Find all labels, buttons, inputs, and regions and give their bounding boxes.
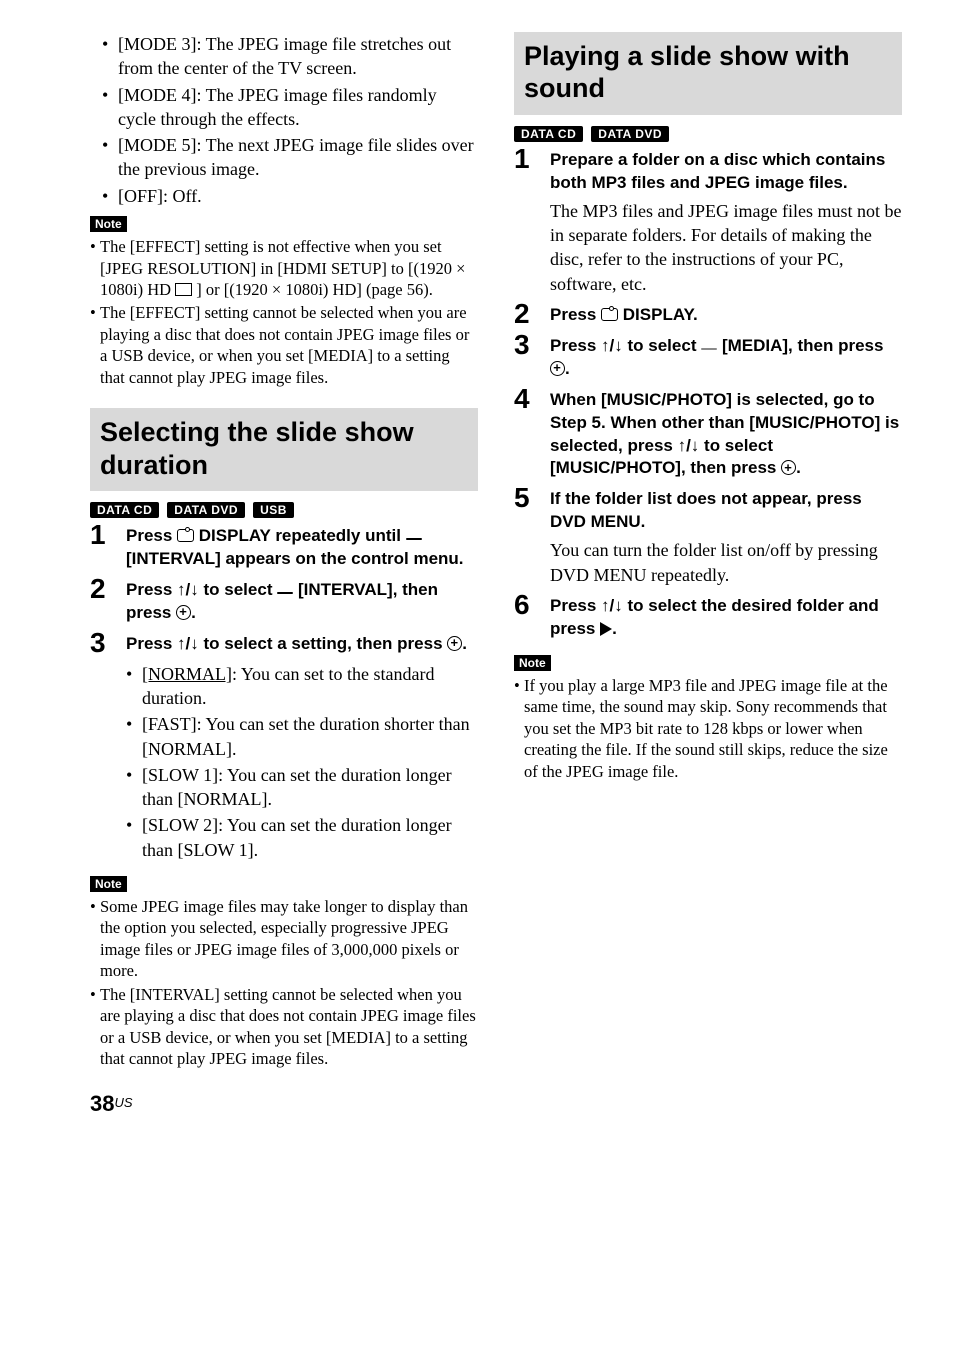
t: to select (199, 580, 277, 599)
box-icon (175, 283, 192, 296)
note-item: The [EFFECT] setting is not effective wh… (90, 236, 478, 300)
right-column: Playing a slide show with sound DATA CD … (514, 32, 902, 1071)
enter-icon (781, 460, 796, 475)
arrows-icon: ↑/↓ (601, 336, 623, 355)
note-item: Some JPEG image files may take longer to… (90, 896, 478, 982)
interval-pill-icon (406, 538, 422, 540)
badge-usb: USB (253, 502, 294, 518)
t: [MEDIA], then press (722, 336, 884, 355)
bullet-normal: [NORMAL]: You can set to the standard du… (142, 662, 478, 711)
badge-data-dvd: DATA DVD (167, 502, 245, 518)
t: . (462, 634, 467, 653)
enter-icon (550, 361, 565, 376)
t: . (796, 458, 801, 477)
step-3-head: Press ↑/↓ to select [MEDIA], then press … (550, 335, 902, 381)
arrows-icon: ↑/↓ (177, 580, 199, 599)
step-2: Press DISPLAY. (514, 304, 902, 327)
media-badges: DATA CD DATA DVD USB (90, 501, 478, 519)
step-2: Press ↑/↓ to select [INTERVAL], then pre… (90, 579, 478, 625)
enter-icon (176, 605, 191, 620)
bullet-slow2: [SLOW 2]: You can set the duration longe… (142, 813, 478, 862)
step-5: If the folder list does not appear, pres… (514, 488, 902, 586)
step-2-head: Press ↑/↓ to select [INTERVAL], then pre… (126, 579, 478, 625)
badge-data-dvd: DATA DVD (591, 126, 669, 142)
step-5-head: If the folder list does not appear, pres… (550, 488, 902, 534)
badge-data-cd: DATA CD (514, 126, 583, 142)
step-2-head: Press DISPLAY. (550, 304, 902, 327)
t: DISPLAY. (623, 305, 698, 324)
note-list-sound: If you play a large MP3 file and JPEG im… (514, 675, 902, 782)
t: Press (550, 336, 601, 355)
play-icon (600, 622, 612, 636)
bullet-mode5: [MODE 5]: The next JPEG image file slide… (118, 133, 478, 182)
t: Press (126, 580, 177, 599)
step-3-head: Press ↑/↓ to select a setting, then pres… (126, 633, 478, 656)
note-item: If you play a large MP3 file and JPEG im… (514, 675, 902, 782)
t: to select a setting, then press (199, 634, 447, 653)
page-region: US (114, 1095, 132, 1110)
t: . (565, 359, 570, 378)
step-5-body: You can turn the folder list on/off by p… (550, 538, 902, 587)
sound-steps: Prepare a folder on a disc which contain… (514, 149, 902, 641)
note-list-effect: The [EFFECT] setting is not effective wh… (90, 236, 478, 388)
step-6: Press ↑/↓ to select the desired folder a… (514, 595, 902, 641)
step-4: When [MUSIC/PHOTO] is selected, go to St… (514, 389, 902, 481)
bullet-off: [OFF]: Off. (118, 184, 478, 208)
t: [INTERVAL] appears on the control menu. (126, 549, 464, 568)
bullet-fast: [FAST]: You can set the duration shorter… (142, 712, 478, 761)
step-3: Press ↑/↓ to select [MEDIA], then press … (514, 335, 902, 381)
display-icon (177, 529, 194, 542)
page-number: 38US (90, 1091, 902, 1117)
mode-bullets: [MODE 3]: The JPEG image file stretches … (90, 32, 478, 208)
t: Press (550, 305, 601, 324)
media-badges: DATA CD DATA DVD (514, 125, 902, 143)
step-4-head: When [MUSIC/PHOTO] is selected, go to St… (550, 389, 902, 481)
bullet-mode3: [MODE 3]: The JPEG image file stretches … (118, 32, 478, 81)
t: . (191, 603, 196, 622)
step-1: Press DISPLAY repeatedly until [INTERVAL… (90, 525, 478, 571)
step-1-body: The MP3 files and JPEG image files must … (550, 199, 902, 296)
note-label: Note (514, 655, 551, 671)
two-columns: [MODE 3]: The JPEG image file stretches … (90, 32, 902, 1071)
note-label: Note (90, 876, 127, 892)
section-header-duration: Selecting the slide show duration (90, 408, 478, 491)
step-1-head: Press DISPLAY repeatedly until [INTERVAL… (126, 525, 478, 571)
bullet-mode4: [MODE 4]: The JPEG image files randomly … (118, 83, 478, 132)
t: Press (126, 526, 177, 545)
note-text-post: ] or [(1920 × 1080i) HD] (page 56). (192, 280, 433, 299)
duration-steps: Press DISPLAY repeatedly until [INTERVAL… (90, 525, 478, 862)
bullet-slow1: [SLOW 1]: You can set the duration longe… (142, 763, 478, 812)
t: Press (550, 596, 601, 615)
display-icon (601, 308, 618, 321)
arrows-icon: ↑/↓ (177, 634, 199, 653)
step-3: Press ↑/↓ to select a setting, then pres… (90, 633, 478, 862)
interval-pill-icon (277, 592, 293, 594)
section-header-sound: Playing a slide show with sound (514, 32, 902, 115)
note-list-interval: Some JPEG image files may take longer to… (90, 896, 478, 1070)
t: . (612, 619, 617, 638)
arrows-icon: ↑/↓ (678, 436, 700, 455)
enter-icon (447, 636, 462, 651)
step-6-head: Press ↑/↓ to select the desired folder a… (550, 595, 902, 641)
badge-data-cd: DATA CD (90, 502, 159, 518)
note-label: Note (90, 216, 127, 232)
step-1: Prepare a folder on a disc which contain… (514, 149, 902, 296)
t: Press (126, 634, 177, 653)
page-num-value: 38 (90, 1091, 114, 1116)
note-item: The [EFFECT] setting cannot be selected … (90, 302, 478, 388)
arrows-icon: ↑/↓ (601, 596, 623, 615)
t: DISPLAY repeatedly until (199, 526, 406, 545)
media-pill-icon (701, 348, 717, 350)
page: [MODE 3]: The JPEG image file stretches … (0, 0, 954, 1137)
t: to select (623, 336, 701, 355)
note-item: The [INTERVAL] setting cannot be selecte… (90, 984, 478, 1070)
left-column: [MODE 3]: The JPEG image file stretches … (90, 32, 478, 1071)
step3-bullets: [NORMAL]: You can set to the standard du… (126, 662, 478, 862)
step-1-head: Prepare a folder on a disc which contain… (550, 149, 902, 195)
